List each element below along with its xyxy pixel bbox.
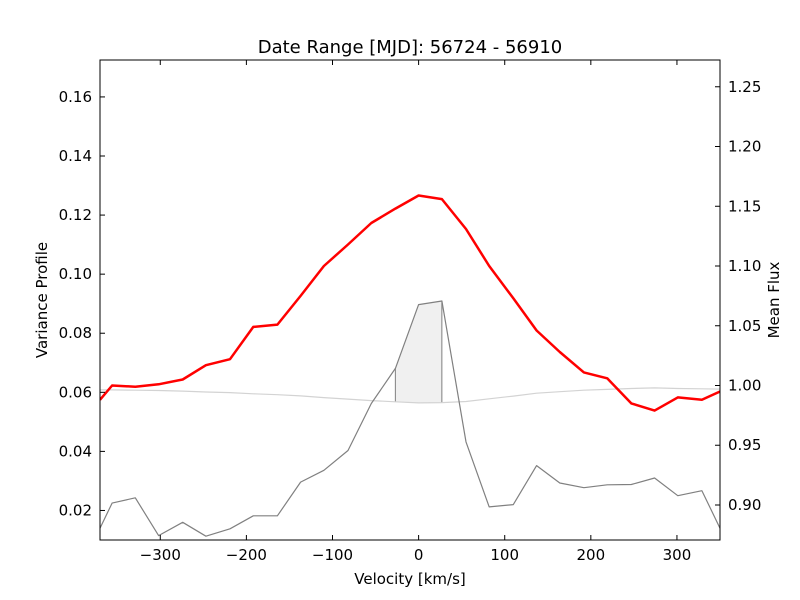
- plot-frame: [99, 59, 721, 541]
- x-axis-title: Velocity [km/s]: [354, 570, 465, 588]
- x-tick-label: −200: [226, 546, 267, 564]
- y2-tick-label: 0.90: [728, 496, 761, 514]
- x-tick-label: 0: [414, 546, 424, 564]
- y-tick-label: 0.04: [59, 442, 92, 460]
- y2-tick-label: 1.10: [728, 257, 761, 275]
- shaded-region: [395, 301, 442, 403]
- y-tick-label: 0.10: [59, 265, 92, 283]
- chart-title: Date Range [MJD]: 56724 - 56910: [258, 37, 563, 58]
- y-tick-label: 0.02: [59, 501, 92, 519]
- y2-tick-label: 1.25: [728, 78, 761, 96]
- x-tick-label: 200: [577, 546, 606, 564]
- series-layer: [100, 194, 720, 537]
- y2-tick-label: 1.00: [728, 376, 761, 394]
- y2-tick-label: 0.95: [728, 436, 761, 454]
- mean-flux-line: [100, 194, 720, 412]
- x-tick-label: 100: [490, 546, 519, 564]
- y2-axis-title: Mean Flux: [765, 261, 783, 338]
- y-tick-label: 0.12: [59, 206, 92, 224]
- shaded-region-layer: [394, 301, 443, 403]
- x-tick-label: −100: [312, 546, 353, 564]
- y2-tick-label: 1.15: [728, 197, 761, 215]
- y-tick-label: 0.06: [59, 383, 92, 401]
- baseline-line: [100, 387, 720, 404]
- y-tick-label: 0.16: [59, 88, 92, 106]
- y-tick-label: 0.14: [59, 147, 92, 165]
- y-tick-label: 0.08: [59, 324, 92, 342]
- x-tick-label: 300: [663, 546, 692, 564]
- y2-tick-label: 1.05: [728, 317, 761, 335]
- axes-layer: −300 −200 −100 0 100 200 300 0.02 0.04 0.06 0.08 0.…: [59, 59, 761, 564]
- y-axis-title: Variance Profile: [33, 242, 51, 358]
- variance-line: [100, 300, 720, 537]
- y2-tick-label: 1.20: [728, 138, 761, 156]
- x-tick-label: −300: [140, 546, 181, 564]
